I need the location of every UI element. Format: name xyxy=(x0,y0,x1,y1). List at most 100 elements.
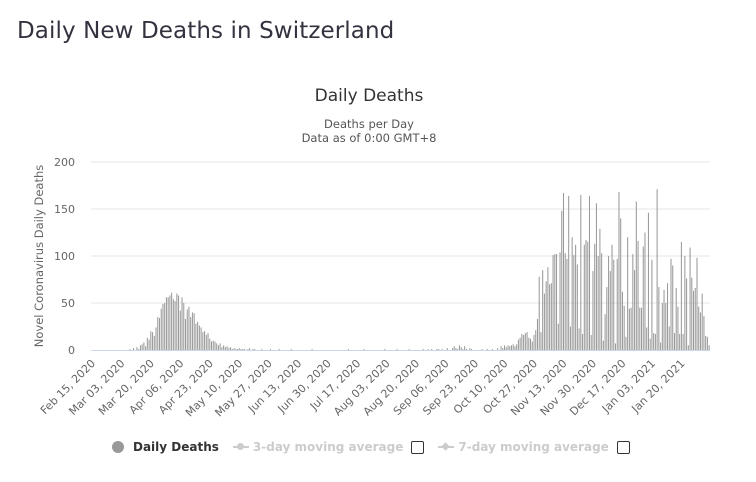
bar[interactable] xyxy=(165,297,167,350)
bar[interactable] xyxy=(651,259,653,350)
bar[interactable] xyxy=(689,247,691,350)
bar[interactable] xyxy=(214,341,216,350)
bar[interactable] xyxy=(181,297,183,350)
bar[interactable] xyxy=(599,228,601,350)
bar[interactable] xyxy=(145,346,147,350)
bar[interactable] xyxy=(528,337,530,350)
bar[interactable] xyxy=(465,349,467,350)
bar[interactable] xyxy=(568,195,570,350)
bar[interactable] xyxy=(491,349,493,350)
bar[interactable] xyxy=(582,334,584,350)
bar[interactable] xyxy=(559,252,561,350)
bar[interactable] xyxy=(179,310,181,350)
bar[interactable] xyxy=(162,303,164,350)
bar[interactable] xyxy=(150,331,152,350)
bar[interactable] xyxy=(549,284,551,350)
bar[interactable] xyxy=(431,349,433,350)
bar[interactable] xyxy=(536,318,538,350)
bar[interactable] xyxy=(233,348,235,350)
bar[interactable] xyxy=(243,349,245,350)
bar[interactable] xyxy=(160,308,162,350)
bar[interactable] xyxy=(347,349,349,350)
bar[interactable] xyxy=(138,349,140,350)
bar[interactable] xyxy=(176,293,178,350)
bar[interactable] xyxy=(656,189,658,350)
bar[interactable] xyxy=(509,346,511,350)
bar[interactable] xyxy=(597,256,599,350)
bar[interactable] xyxy=(588,195,591,350)
bar[interactable] xyxy=(516,344,518,350)
bar[interactable] xyxy=(545,281,547,350)
bar[interactable] xyxy=(226,346,228,350)
bar[interactable] xyxy=(530,338,532,350)
bar[interactable] xyxy=(242,349,244,350)
bar[interactable] xyxy=(634,270,636,350)
bar[interactable] xyxy=(132,348,134,350)
bar[interactable] xyxy=(460,347,462,350)
bar[interactable] xyxy=(510,345,512,350)
bar[interactable] xyxy=(254,349,256,350)
bar[interactable] xyxy=(630,307,632,350)
bar[interactable] xyxy=(658,287,660,350)
bar[interactable] xyxy=(269,349,271,350)
bar[interactable] xyxy=(216,343,218,350)
bar[interactable] xyxy=(613,259,615,350)
bar[interactable] xyxy=(703,316,705,350)
bar[interactable] xyxy=(642,246,644,350)
bar[interactable] xyxy=(701,293,703,350)
bar[interactable] xyxy=(512,344,514,350)
bar[interactable] xyxy=(608,256,610,350)
bar[interactable] xyxy=(438,349,440,350)
bar[interactable] xyxy=(464,346,466,350)
bar[interactable] xyxy=(592,271,594,350)
bar[interactable] xyxy=(221,347,223,350)
bar[interactable] xyxy=(680,241,682,350)
bar[interactable] xyxy=(507,345,509,350)
bar[interactable] xyxy=(575,244,577,350)
bar[interactable] xyxy=(517,339,519,350)
bar[interactable] xyxy=(547,267,549,350)
bar[interactable] xyxy=(564,253,566,350)
bar[interactable] xyxy=(224,347,226,350)
bar[interactable] xyxy=(207,333,209,350)
bar[interactable] xyxy=(197,321,199,350)
legend-item-daily-deaths[interactable]: Daily Deaths xyxy=(112,440,219,454)
bar[interactable] xyxy=(601,253,603,350)
bar[interactable] xyxy=(504,345,506,350)
bar[interactable] xyxy=(665,303,667,350)
bar[interactable] xyxy=(552,255,554,350)
bar[interactable] xyxy=(205,334,207,350)
bar[interactable] xyxy=(614,343,617,350)
bar[interactable] xyxy=(457,349,459,350)
bar[interactable] xyxy=(524,333,526,350)
bar[interactable] xyxy=(141,344,143,350)
bar[interactable] xyxy=(363,349,365,350)
bar[interactable] xyxy=(554,254,556,350)
bar[interactable] xyxy=(526,332,528,350)
7day-average-checkbox[interactable] xyxy=(616,440,630,454)
bar[interactable] xyxy=(682,334,684,350)
bar[interactable] xyxy=(153,335,155,350)
bar[interactable] xyxy=(594,243,596,350)
bar[interactable] xyxy=(523,334,525,350)
bar[interactable] xyxy=(663,289,665,350)
bar[interactable] xyxy=(556,254,558,350)
bar[interactable] xyxy=(687,345,689,350)
bar[interactable] xyxy=(167,297,169,350)
bar[interactable] xyxy=(590,334,592,350)
bar[interactable] xyxy=(562,193,565,350)
bar[interactable] xyxy=(566,258,568,350)
bar[interactable] xyxy=(677,306,679,350)
bar[interactable] xyxy=(519,337,521,350)
bar[interactable] xyxy=(212,340,214,350)
bar[interactable] xyxy=(639,307,641,350)
bar[interactable] xyxy=(706,336,708,350)
bar[interactable] xyxy=(573,255,575,350)
bar[interactable] xyxy=(500,346,502,350)
legend-item-7day-average[interactable]: 7-day moving average xyxy=(438,440,609,454)
bar[interactable] xyxy=(152,332,154,350)
bar[interactable] xyxy=(136,347,138,350)
bar[interactable] xyxy=(550,283,552,350)
bar[interactable] xyxy=(146,337,148,350)
bar[interactable] xyxy=(625,336,627,350)
